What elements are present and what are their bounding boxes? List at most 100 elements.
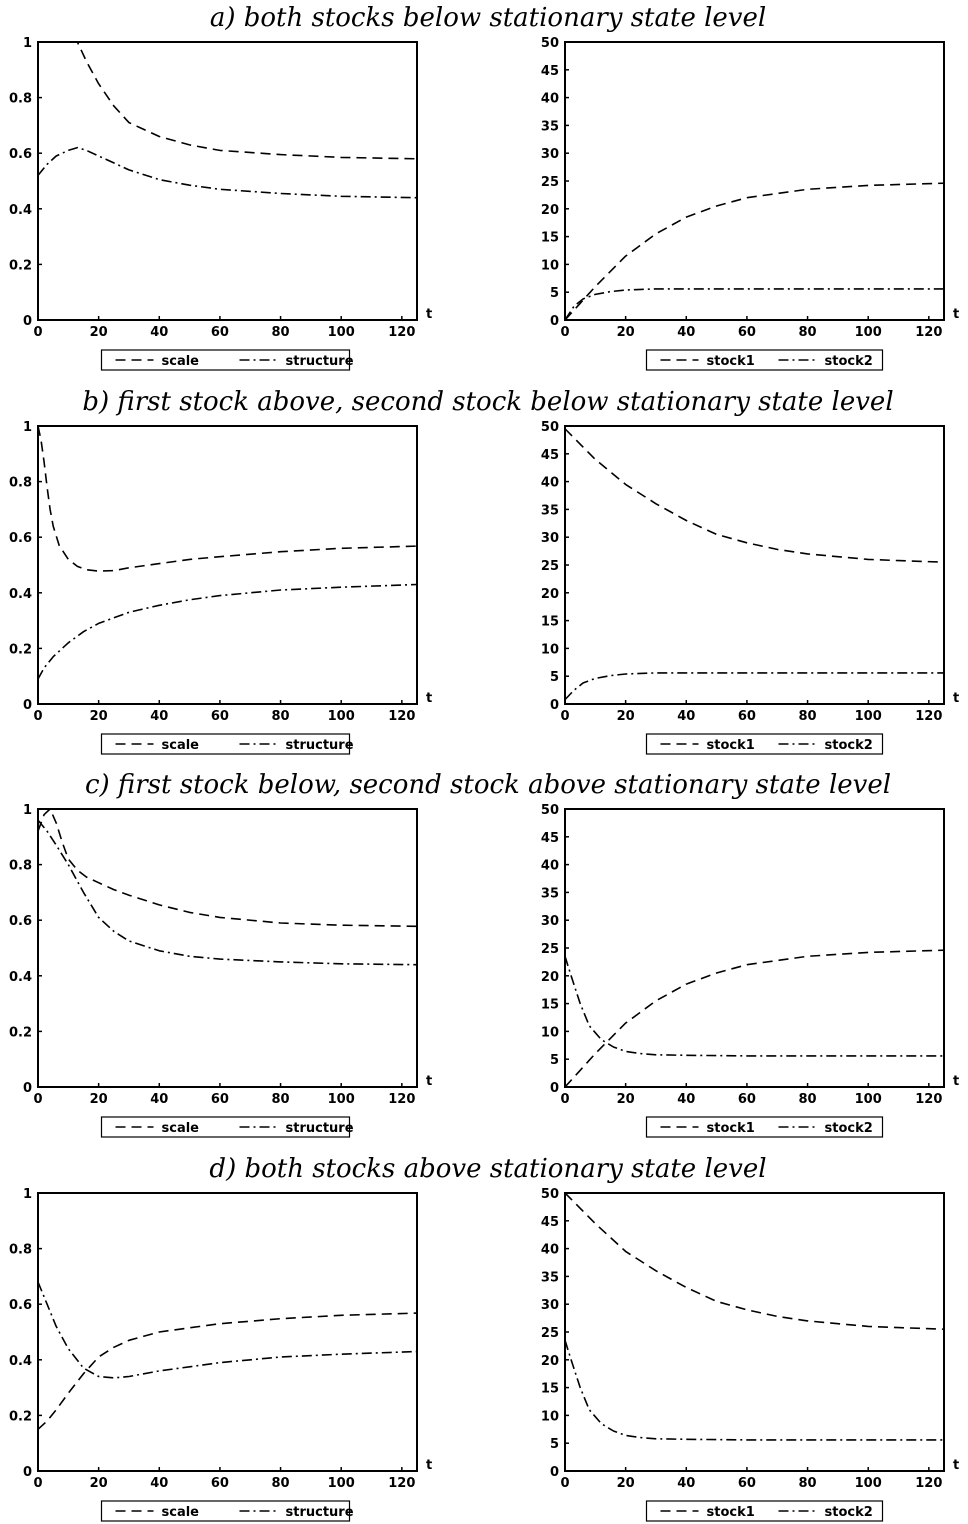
y-tick-label: 0	[550, 314, 559, 329]
x-tick-label: 20	[617, 325, 635, 340]
legend-label-stock2: stock2	[825, 1505, 873, 1520]
y-tick-label: 0.8	[9, 92, 32, 107]
legend-box	[100, 1500, 351, 1522]
series-line-scale	[38, 808, 417, 928]
x-tick-label: 100	[855, 1476, 882, 1491]
x-tick-label: 20	[617, 1092, 635, 1107]
x-tick-label: 60	[738, 325, 756, 340]
x-tick-label: 0	[560, 325, 569, 340]
x-tick-label: 20	[617, 709, 635, 724]
chart-b-left: 0 0.2 0.4 0.6 0.8 1 0 20 40 60 80 100 120 t scale struc…	[9, 420, 432, 755]
chart-a-left: 0 0.2 0.4 0.6 0.8 1 0 20 40 60 80 100 120 t scale struc…	[9, 36, 432, 371]
y-tick-label: 50	[541, 803, 559, 818]
y-tick-label: 5	[550, 1053, 559, 1068]
x-tick-label: 80	[799, 325, 817, 340]
x-tick-label: 100	[328, 1476, 355, 1491]
y-tick-label: 35	[541, 886, 559, 901]
y-tick-label: 0	[23, 698, 32, 713]
x-tick-label: 40	[677, 1476, 695, 1491]
x-tick-label: 0	[560, 1092, 569, 1107]
x-tick-label: 40	[150, 325, 168, 340]
x-axis-label: t	[426, 307, 432, 322]
series-line-stock2	[565, 1340, 944, 1441]
y-tick-label: 35	[541, 503, 559, 518]
x-tick-label: 0	[560, 709, 569, 724]
y-tick-label: 1	[23, 803, 32, 818]
y-tick-label: 0.8	[9, 1243, 32, 1258]
x-tick-label: 0	[560, 1476, 569, 1491]
series-line-stock1	[565, 1192, 944, 1330]
series-line-stock2	[565, 956, 944, 1057]
y-tick-label: 30	[541, 531, 559, 546]
plot-frame	[564, 425, 945, 705]
chart-d-left: 0 0.2 0.4 0.6 0.8 1 0 20 40 60 80 100 120 t scale struc…	[9, 1187, 432, 1522]
x-tick-label: 80	[799, 709, 817, 724]
y-tick-label: 50	[541, 1187, 559, 1202]
x-tick-label: 60	[211, 325, 229, 340]
x-tick-label: 100	[855, 325, 882, 340]
legend-label-stock1: stock1	[707, 1505, 755, 1520]
series-line-stock1	[565, 949, 944, 1088]
y-tick-label: 5	[550, 286, 559, 301]
panel-a-title: a) both stocks below stationary state le…	[210, 3, 766, 33]
y-tick-label: 0.4	[9, 587, 32, 602]
series-line-scale	[38, 425, 417, 572]
y-tick-label: 5	[550, 1437, 559, 1452]
panel-c-title: c) first stock below, second stock above…	[85, 770, 891, 800]
series-line-scale	[38, 1312, 417, 1430]
series-line-stock2	[565, 288, 944, 321]
y-tick-label: 0	[550, 1081, 559, 1096]
series-line-structure	[38, 146, 417, 199]
series-line-structure	[38, 1281, 417, 1379]
y-tick-label: 0.2	[9, 1409, 32, 1424]
y-tick-label: 0.8	[9, 476, 32, 491]
chart-c-left: 0 0.2 0.4 0.6 0.8 1 0 20 40 60 80 100 120 t scale struc…	[9, 803, 432, 1138]
x-tick-label: 0	[33, 1476, 42, 1491]
x-tick-label: 60	[738, 709, 756, 724]
chart-c-right: 0 5 10 15 20 25 30 35 40 45 50 0 20 40 60 80 100 120 t stoc…	[541, 803, 959, 1138]
x-tick-label: 80	[272, 709, 290, 724]
y-tick-label: 20	[541, 970, 559, 985]
x-tick-label: 20	[617, 1476, 635, 1491]
plot-frame	[37, 425, 418, 705]
y-tick-label: 1	[23, 36, 32, 51]
y-tick-label: 0	[23, 1465, 32, 1480]
series-line-structure	[38, 819, 417, 966]
x-tick-label: 120	[915, 709, 942, 724]
series-line-stock1	[565, 428, 944, 563]
y-tick-label: 40	[541, 476, 559, 491]
x-tick-label: 40	[677, 325, 695, 340]
y-tick-label: 30	[541, 147, 559, 162]
x-tick-label: 0	[33, 1092, 42, 1107]
y-tick-label: 0.6	[9, 147, 32, 162]
plot-frame	[37, 41, 418, 321]
x-tick-label: 60	[738, 1092, 756, 1107]
x-tick-label: 80	[799, 1092, 817, 1107]
chart-a-right: 0 5 10 15 20 25 30 35 40 45 50 0 20 40 60 80 100 120 t stoc…	[541, 36, 959, 371]
plot-frame	[564, 1192, 945, 1472]
y-tick-label: 40	[541, 92, 559, 107]
legend-box	[645, 1116, 884, 1138]
x-tick-label: 20	[90, 1092, 108, 1107]
y-tick-label: 25	[541, 1326, 559, 1341]
x-tick-label: 40	[150, 1092, 168, 1107]
legend-label-stock2: stock2	[825, 1121, 873, 1136]
x-axis-label: t	[953, 691, 959, 706]
y-tick-label: 15	[541, 998, 559, 1013]
chart-b-right: 0 5 10 15 20 25 30 35 40 45 50 0 20 40 60 80 100 120 t stoc…	[541, 420, 959, 755]
y-tick-label: 10	[541, 642, 559, 657]
y-tick-label: 1	[23, 1187, 32, 1202]
x-tick-label: 120	[388, 1092, 415, 1107]
x-tick-label: 80	[272, 1092, 290, 1107]
y-tick-label: 0.8	[9, 859, 32, 874]
y-tick-label: 5	[550, 670, 559, 685]
y-tick-label: 30	[541, 914, 559, 929]
x-tick-label: 20	[90, 1476, 108, 1491]
x-tick-label: 40	[150, 1476, 168, 1491]
x-tick-label: 100	[328, 325, 355, 340]
x-tick-label: 120	[388, 325, 415, 340]
y-tick-label: 15	[541, 615, 559, 630]
x-tick-label: 120	[915, 1476, 942, 1491]
y-tick-label: 35	[541, 119, 559, 134]
